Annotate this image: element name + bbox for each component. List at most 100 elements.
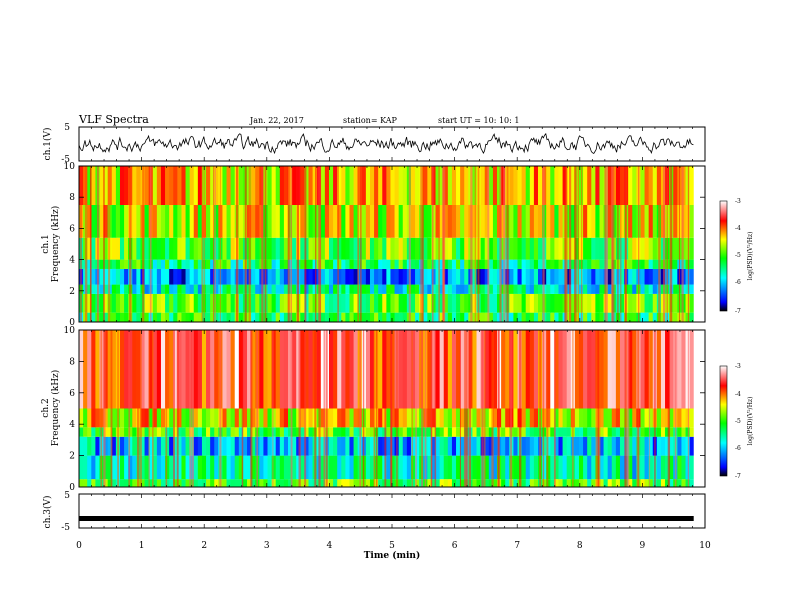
ch2-spec-cell [505,427,510,437]
ch1-spec-cell [546,312,551,322]
ch1-spec-cell [517,166,523,205]
ch1-spec-cell [214,312,219,322]
ch1-spec-cell [152,166,158,205]
ch2-spec-cell [513,408,518,428]
ch2-spec-cell [91,427,96,437]
ch2-spec-cell [320,427,326,437]
ch1-spec-cell [119,293,125,313]
ch2-spec-cell [165,436,170,456]
ch2-spec-cell [95,330,100,409]
ch1-spec-cell [308,166,313,205]
ch1-spec-cell [685,259,691,269]
ch1-spec-cell [439,205,445,238]
ch2-spec-cell [431,427,436,437]
ch1-spec-cell [525,284,531,294]
ch1-spec-cell [328,284,334,294]
ch2-spec-cell [632,408,637,428]
ch1-spec-cell [390,268,395,285]
ch2-spec-cell [152,479,158,487]
ch2-spec-cell [402,479,408,487]
ch2-spec-cell [484,479,490,487]
ch2-spec-cell [451,479,457,487]
ch1-spec-cell [230,166,236,205]
ch2-spec-cell [390,455,395,480]
ch2-spec-cell [160,408,166,428]
ch2-spec-cell [501,455,506,480]
ch2-spec-cell [681,427,686,437]
ch2-spec-cell [460,330,465,409]
ch2-spec-cell [242,436,248,456]
ch1-spec-cell [390,259,395,269]
ch2-spec-cell [566,427,572,437]
ch2-spec-cell [550,408,555,428]
ch2-spec-cell [406,330,412,409]
ch1-spec-burst [84,166,88,322]
ch2-cb-tick-m7: -7 [735,473,741,480]
ch1-spec-cell [558,237,563,260]
ch2-spec-cell [128,427,133,437]
time-tick-label: 1 [139,541,145,551]
ch2-spec-cell [390,408,395,428]
ch2-spec-cell [206,479,211,487]
ch2-spec-cell [369,427,375,437]
ch2-spec-cell [447,427,453,437]
ch1-spec-cell [91,237,96,260]
ch2-spec-cell [300,479,305,487]
ch2-spec-cell [193,479,199,487]
ch1-spec-burst [678,166,681,322]
ch1-spec-cell [312,284,318,294]
ch1-spec-cell [169,205,174,238]
ch2-spec-burst [359,330,362,487]
ch1-spec-cell [439,237,445,260]
ch2-spec-cell [320,436,326,456]
ch2-spec-cell [546,427,551,437]
ch1-spec-cell [410,205,416,238]
ch1-spec-cell [160,268,166,285]
ch1-spec-cell [124,293,129,313]
ch2-spec-cell [333,436,338,456]
ch1-spec-cell [189,237,195,260]
ch1-spec-cell [136,268,141,285]
ch2-spec-cell [279,436,285,456]
ch2-spec-cell [398,455,404,480]
ch2-spec-cell [365,455,371,480]
ch2-spec-cell [222,436,227,456]
ch1-spec-cell [181,312,186,322]
ch1-spec-cell [484,205,490,238]
ch2-spec-cell [128,436,133,456]
ch2-spec-cell [574,479,580,487]
ch1-spec-cell [144,205,150,238]
ch2-spec-cell [689,408,695,428]
ch1-spec-cell [464,293,469,313]
ch2-spec-cell [603,408,609,428]
ch2-spec-cell [169,436,174,456]
ch1-spec-cell [427,259,432,269]
ch3-voltage-xticks [78,494,706,528]
ch2-spec-cell [501,479,506,487]
ch2-spec-cell [337,330,342,409]
ch1-spec-cell [369,284,375,294]
ch2-spec-cell [558,408,563,428]
ch2-spec-cell [435,479,441,487]
ch2-spec-cell [583,408,588,428]
ch2-spec-burst [667,330,671,487]
ch1-spec-cell [271,293,277,313]
ch1-spec-cell [644,237,650,260]
ch1-spec-cell [251,284,256,294]
ch1-spec-cell [431,166,436,205]
ch2-spec-burst [510,330,513,487]
ch2-colorbar: -3 -4 -5 -6 -7 log(PSD)(V²/Hz) [719,363,754,480]
ch1-spec-cell [497,259,502,269]
ch1-spec-cell [312,237,318,260]
ch1-spec-cell [206,205,211,238]
ch1-spec-cell [226,284,232,294]
ch2-spec-burst [152,330,154,487]
ch2-spec-cell [251,479,256,487]
ch1-spec-cell [451,284,457,294]
ch1-spec-cell [283,259,289,269]
ch1-spec-cell [386,284,391,294]
ch2-spec-cell [685,408,691,428]
ch2-spec-cell [160,436,166,456]
ch2-spec-cell [574,330,580,409]
ch1-spec-cell [456,293,461,313]
